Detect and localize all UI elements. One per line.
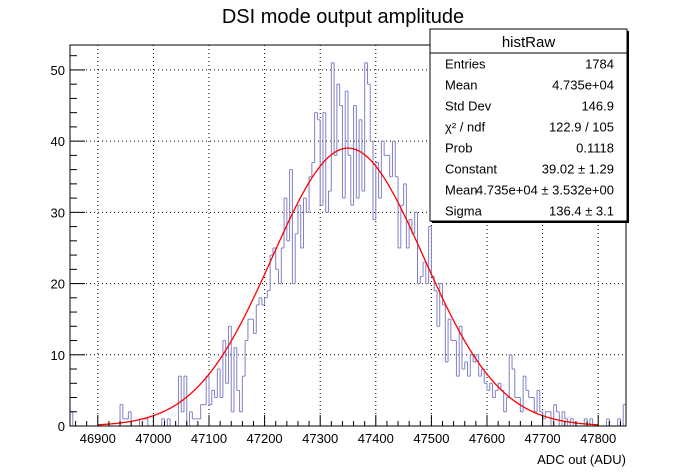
chart-title: DSI mode output amplitude <box>222 6 464 28</box>
x-tick-label: 47300 <box>302 431 338 446</box>
stats-row-label: Prob <box>445 141 472 156</box>
fit-curve <box>97 147 599 426</box>
stats-box-frame <box>429 28 628 222</box>
y-tick-label: 30 <box>51 205 65 220</box>
stats-box-title: histRaw <box>502 34 556 51</box>
stats-row-label: Mean <box>445 183 478 198</box>
stats-row-label: Std Dev <box>445 99 492 114</box>
x-axis-label: ADC out (ADU) <box>537 452 626 467</box>
stats-row-value: 146.9 <box>581 99 614 114</box>
y-tick-label: 0 <box>58 419 65 434</box>
x-tick-label: 47100 <box>191 431 227 446</box>
y-tick-label: 50 <box>51 63 65 78</box>
x-tick-label: 47600 <box>469 431 505 446</box>
x-tick-label: 47500 <box>413 431 449 446</box>
x-tick-label: 47800 <box>580 431 616 446</box>
stats-row-value: 136.4 ± 3.1 <box>549 204 614 219</box>
stats-row-value: 39.02 ± 1.29 <box>542 162 614 177</box>
stats-row-label: Entries <box>445 57 486 72</box>
plot-frame <box>69 44 627 427</box>
stats-row-value: 0.1118 <box>576 141 614 156</box>
stats-row-label: Sigma <box>445 204 483 219</box>
x-tick-label: 47000 <box>135 431 171 446</box>
stats-box: histRaw Entries 1784 Mean 4.735e+04 Std Dev 14… <box>429 28 629 223</box>
gaussian-fit-series <box>97 147 599 426</box>
stats-row-value: 1784 <box>585 57 614 72</box>
x-tick-label: 47700 <box>525 431 561 446</box>
stats-row-label: χ² / ndf <box>445 120 485 135</box>
x-tick-label: 47200 <box>247 431 283 446</box>
y-tick-label: 40 <box>51 134 65 149</box>
grid <box>70 45 626 426</box>
stats-row-label: Mean <box>445 78 478 93</box>
x-tick-label: 47400 <box>358 431 394 446</box>
stats-row-value: 4.735e+04 ± 3.532e+00 <box>476 183 614 198</box>
stats-row-value: 122.9 / 105 <box>549 120 614 135</box>
x-tick-label: 46900 <box>80 431 116 446</box>
y-tick-label: 20 <box>51 277 65 292</box>
stats-row-value: 4.735e+04 <box>552 78 614 93</box>
y-tick-label: 10 <box>51 348 65 363</box>
stats-row-label: Constant <box>445 162 497 177</box>
axes: 46900 47000 47100 47200 47300 47400 47500 47600… <box>51 55 621 446</box>
